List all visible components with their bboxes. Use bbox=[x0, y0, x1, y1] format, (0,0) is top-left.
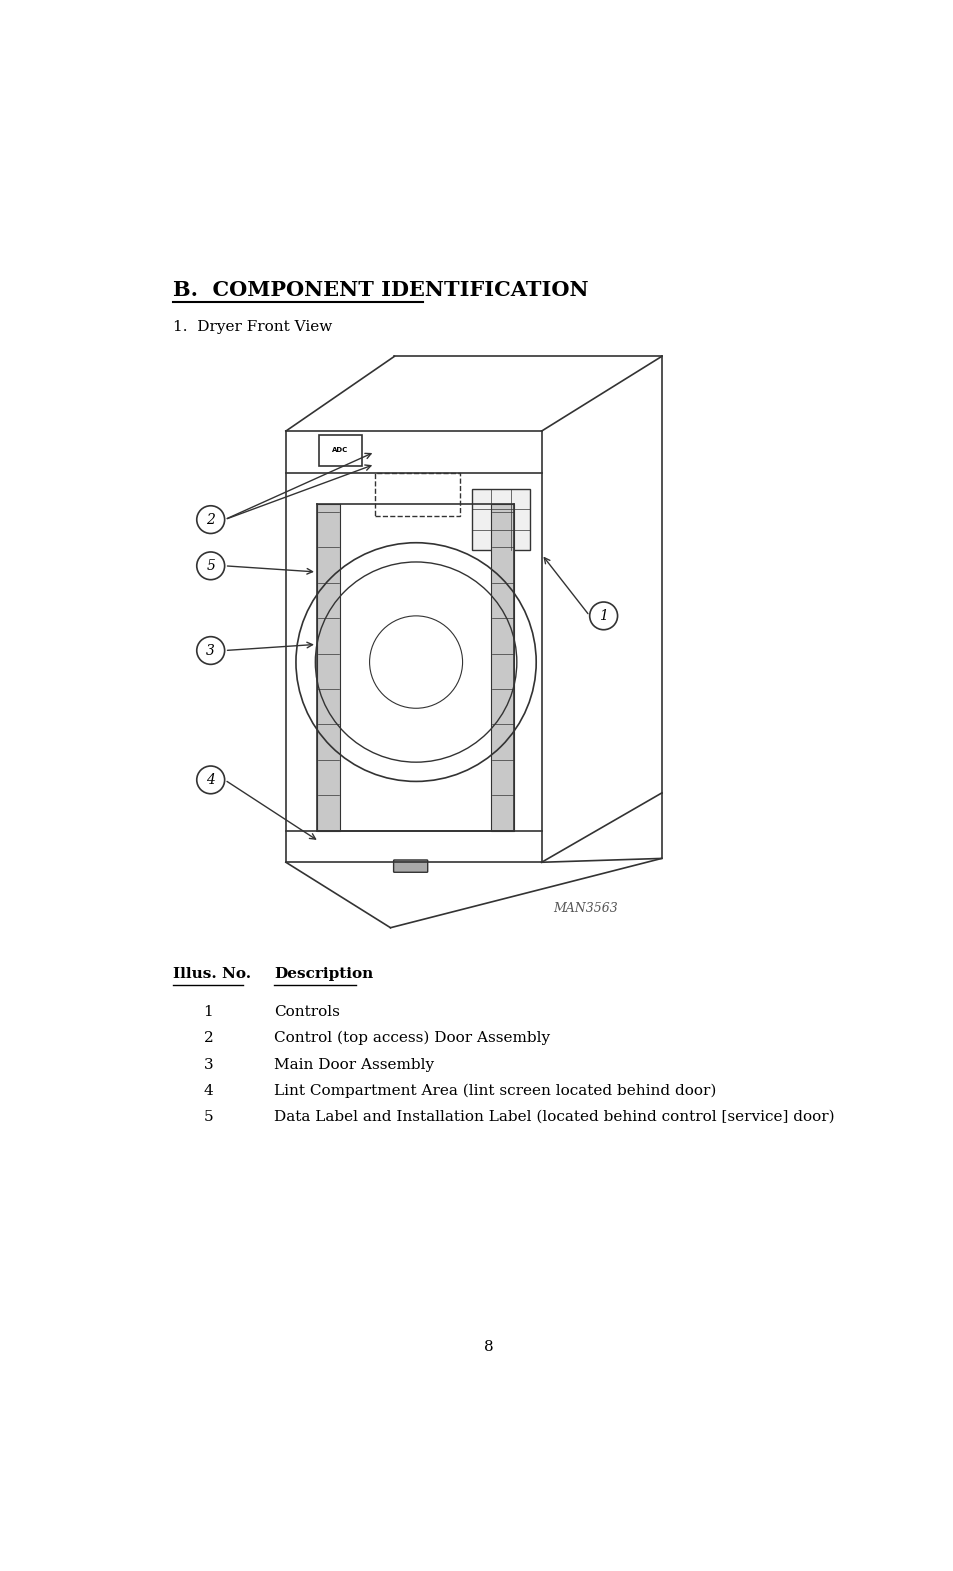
Text: Control (top access) Door Assembly: Control (top access) Door Assembly bbox=[274, 1031, 550, 1045]
FancyBboxPatch shape bbox=[491, 504, 514, 831]
FancyBboxPatch shape bbox=[375, 473, 459, 515]
Text: Data Label and Installation Label (located behind control [service] door): Data Label and Installation Label (locat… bbox=[274, 1111, 834, 1123]
Text: 2: 2 bbox=[203, 1032, 213, 1045]
Text: 3: 3 bbox=[206, 644, 215, 658]
Text: 4: 4 bbox=[206, 773, 215, 787]
Text: 1: 1 bbox=[598, 610, 607, 622]
Text: 1: 1 bbox=[203, 1005, 213, 1020]
Text: MAN3563: MAN3563 bbox=[553, 902, 618, 916]
FancyBboxPatch shape bbox=[472, 489, 530, 550]
Text: Description: Description bbox=[274, 966, 374, 980]
Text: Illus. No.: Illus. No. bbox=[173, 966, 252, 980]
Text: 8: 8 bbox=[483, 1340, 494, 1354]
Text: 5: 5 bbox=[206, 559, 215, 573]
Text: Lint Compartment Area (lint screen located behind door): Lint Compartment Area (lint screen locat… bbox=[274, 1084, 716, 1098]
Text: Controls: Controls bbox=[274, 1005, 340, 1020]
Text: Main Door Assembly: Main Door Assembly bbox=[274, 1057, 434, 1071]
Text: 1.  Dryer Front View: 1. Dryer Front View bbox=[173, 320, 333, 335]
Text: 2: 2 bbox=[206, 512, 215, 526]
Text: 4: 4 bbox=[203, 1084, 213, 1098]
FancyBboxPatch shape bbox=[316, 504, 340, 831]
FancyBboxPatch shape bbox=[394, 859, 427, 872]
Text: ADC: ADC bbox=[332, 448, 348, 454]
Text: 3: 3 bbox=[203, 1057, 213, 1071]
Text: B.  COMPONENT IDENTIFICATION: B. COMPONENT IDENTIFICATION bbox=[173, 280, 589, 300]
Text: 5: 5 bbox=[203, 1111, 213, 1123]
FancyBboxPatch shape bbox=[319, 435, 361, 465]
